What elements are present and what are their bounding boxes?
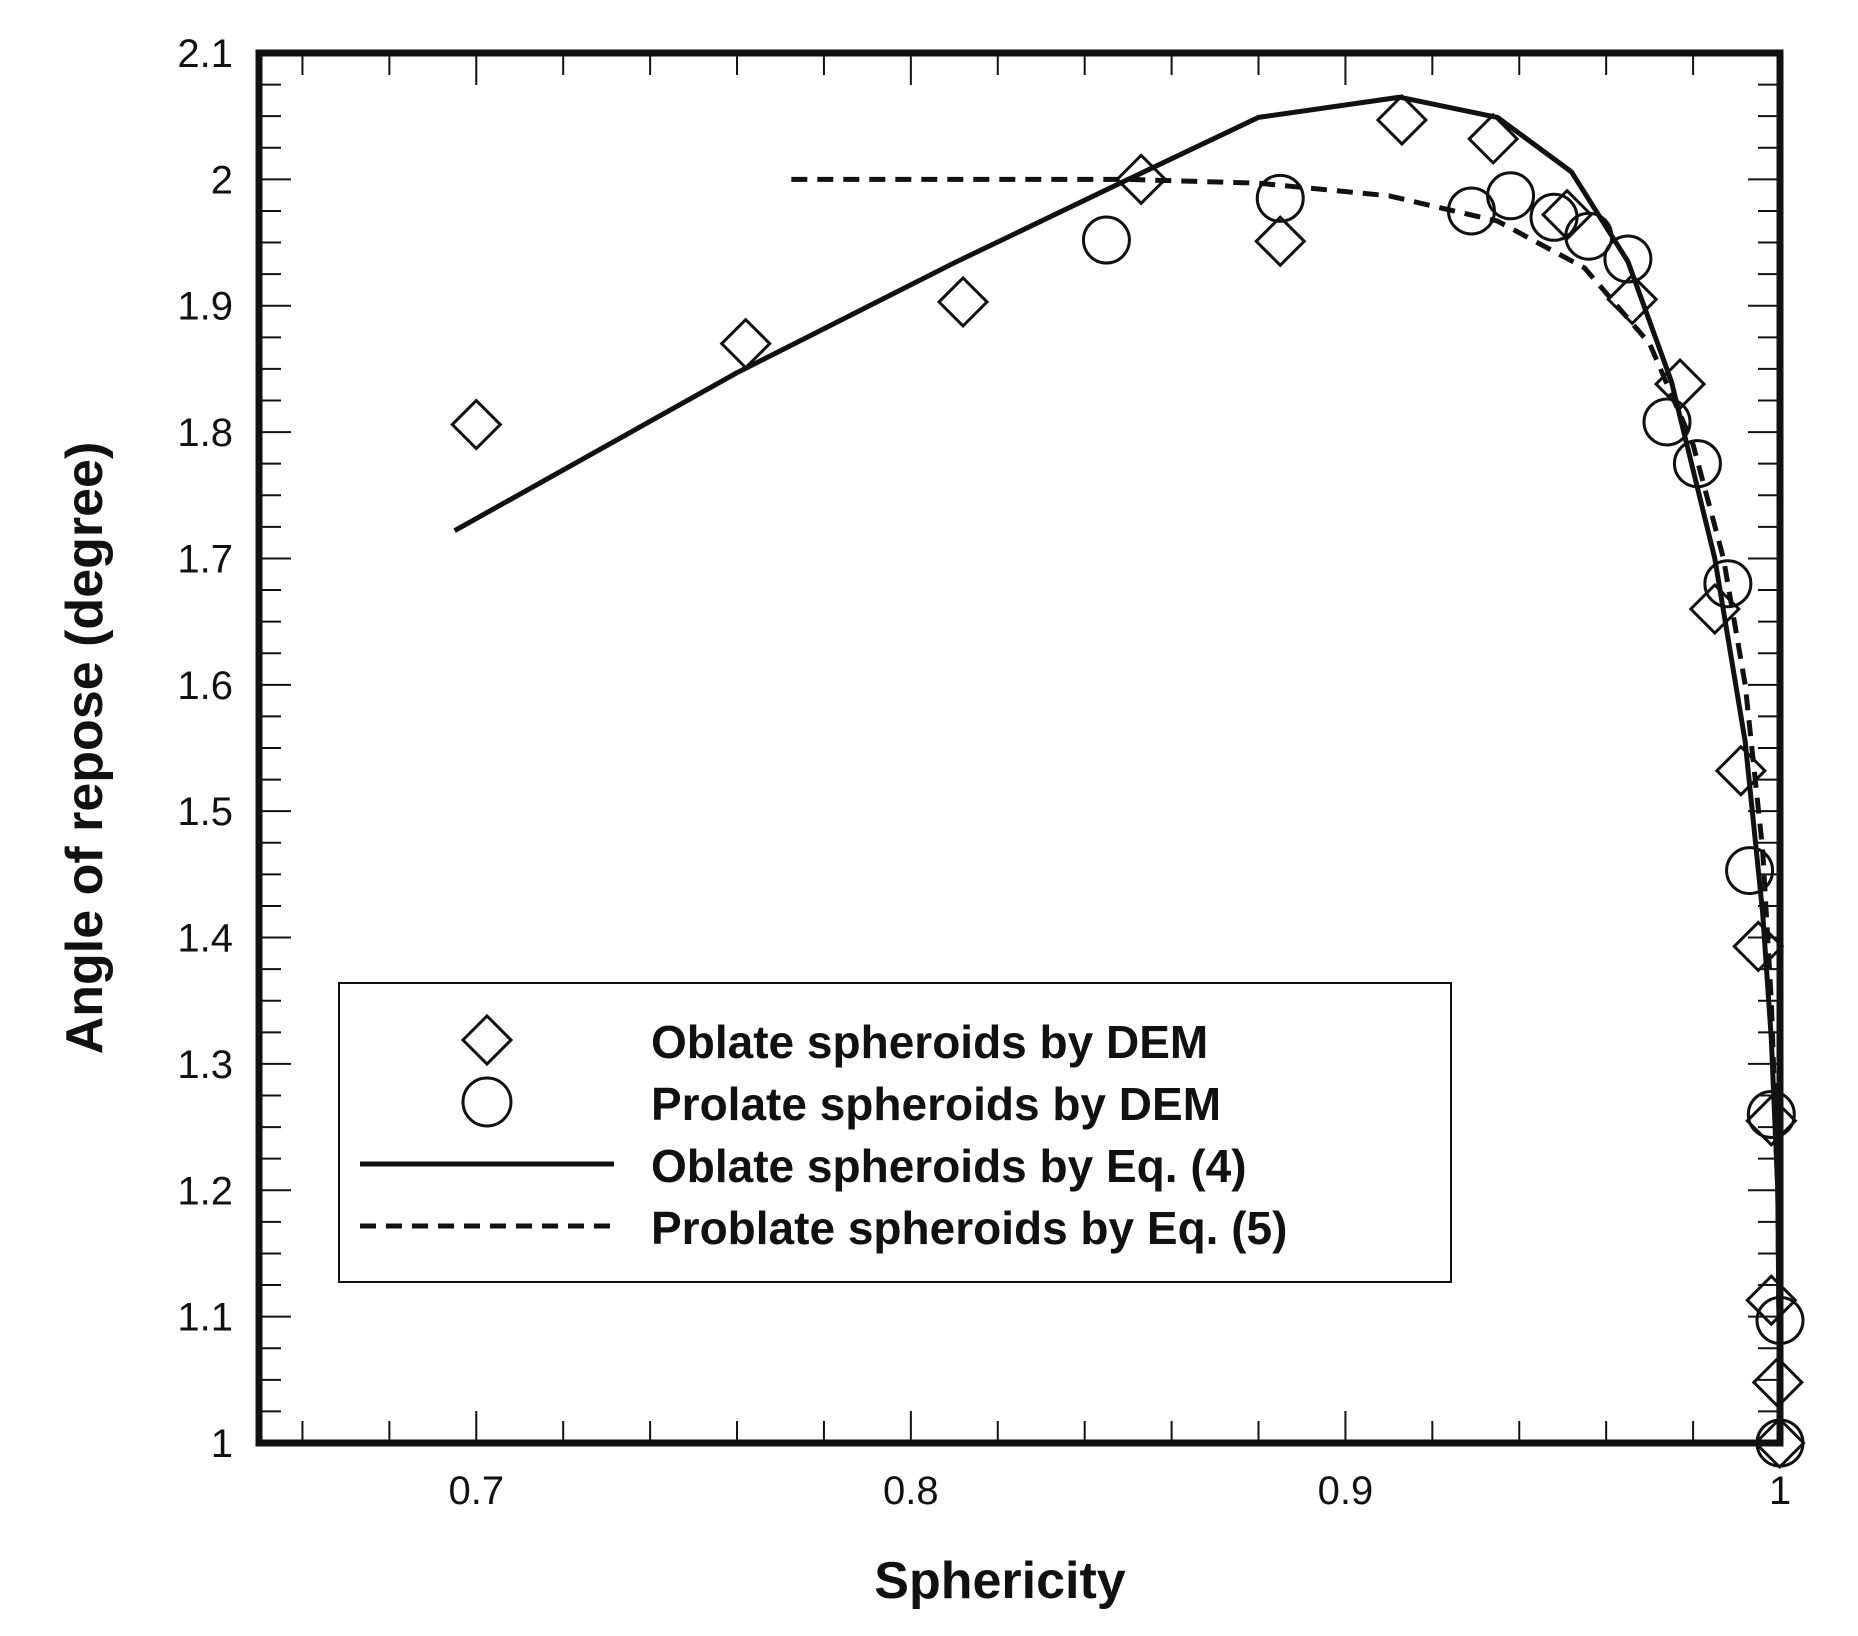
data-point-prolate-dem (1746, 1089, 1796, 1139)
y-tick-label: 1.9 (177, 285, 233, 329)
data-point-prolate-dem (1603, 234, 1653, 284)
y-axis-title: Angle of repose (degree) (56, 442, 114, 1055)
data-point-oblate-dem (1115, 153, 1168, 206)
series-line-prolate-eq5 (791, 176, 1783, 1444)
data-point-oblate-dem (1732, 920, 1785, 973)
y-tick-labels: 1 1.1 1.2 1.3 1.4 1.5 1.6 1.7 1.8 1.9 2 2.1 (177, 32, 233, 1466)
data-point-prolate-dem (1725, 846, 1775, 896)
data-point-oblate-dem (1375, 93, 1429, 147)
legend-box (338, 982, 1452, 1283)
data-point-prolate-dem (1564, 211, 1614, 261)
y-tick-label: 1 (211, 1422, 233, 1466)
y-tick-label: 1.6 (177, 664, 233, 708)
data-point-prolate-dem (1255, 173, 1305, 223)
legend-label-prolate-eq5: Problate spheroids by Eq. (5) (651, 1202, 1287, 1254)
data-point-oblate-dem (1745, 1094, 1798, 1147)
data-point-oblate-dem (1714, 744, 1768, 797)
y-tick-label: 1.4 (177, 917, 233, 961)
x-tick-label: 0.9 (1318, 1469, 1374, 1513)
legend: Oblate spheroids by DEM Prolate spheroid… (338, 982, 1452, 1283)
legend-label-prolate-dem: Prolate spheroids by DEM (651, 1078, 1221, 1130)
data-point-prolate-dem (1081, 215, 1131, 265)
data-point-oblate-dem (719, 317, 772, 370)
legend-symbol-circle (461, 1076, 513, 1128)
data-point-prolate-dem (1529, 192, 1579, 242)
data-point-prolate-dem (1672, 439, 1722, 489)
y-tick-label: 2.1 (177, 32, 233, 76)
legend-label-oblate-dem: Oblate spheroids by DEM (651, 1016, 1208, 1068)
y-tick-label: 1.1 (177, 1296, 233, 1340)
y-tick-label: 1.8 (177, 411, 233, 455)
legend-symbol-diamond (460, 1013, 514, 1067)
plot-frame (255, 49, 1784, 1447)
x-tick-label: 0.7 (448, 1469, 504, 1513)
y-tick-label: 1.7 (177, 537, 233, 581)
data-point-prolate-dem (1642, 397, 1692, 447)
data-point-oblate-dem (1688, 582, 1741, 636)
data-point-oblate-dem (1254, 215, 1307, 268)
data-point-oblate-dem (1606, 273, 1659, 326)
y-tick-label: 1.5 (177, 790, 233, 834)
y-tick-label: 1.2 (177, 1169, 233, 1213)
legend-symbols (360, 1013, 614, 1229)
x-tick-label: 1 (1769, 1469, 1791, 1513)
y-tick-label: 1.3 (177, 1043, 233, 1087)
data-point-prolate-dem (1486, 171, 1536, 221)
legend-label-oblate-eq4: Oblate spheroids by Eq. (4) (651, 1140, 1247, 1192)
data-point-oblate-dem (450, 398, 503, 451)
data-point-prolate-dem (1703, 559, 1753, 609)
y-tick-label: 2 (211, 158, 233, 202)
data-point-oblate-dem (936, 275, 990, 329)
data-point-oblate-dem (1745, 1274, 1798, 1327)
x-axis-title: Sphericity (874, 1552, 1125, 1610)
data-point-oblate-dem (1653, 357, 1707, 411)
x-tick-labels: 0.7 0.8 0.9 1 (448, 1469, 1791, 1513)
data-point-oblate-dem (1467, 112, 1520, 166)
x-tick-label: 0.8 (883, 1469, 939, 1513)
